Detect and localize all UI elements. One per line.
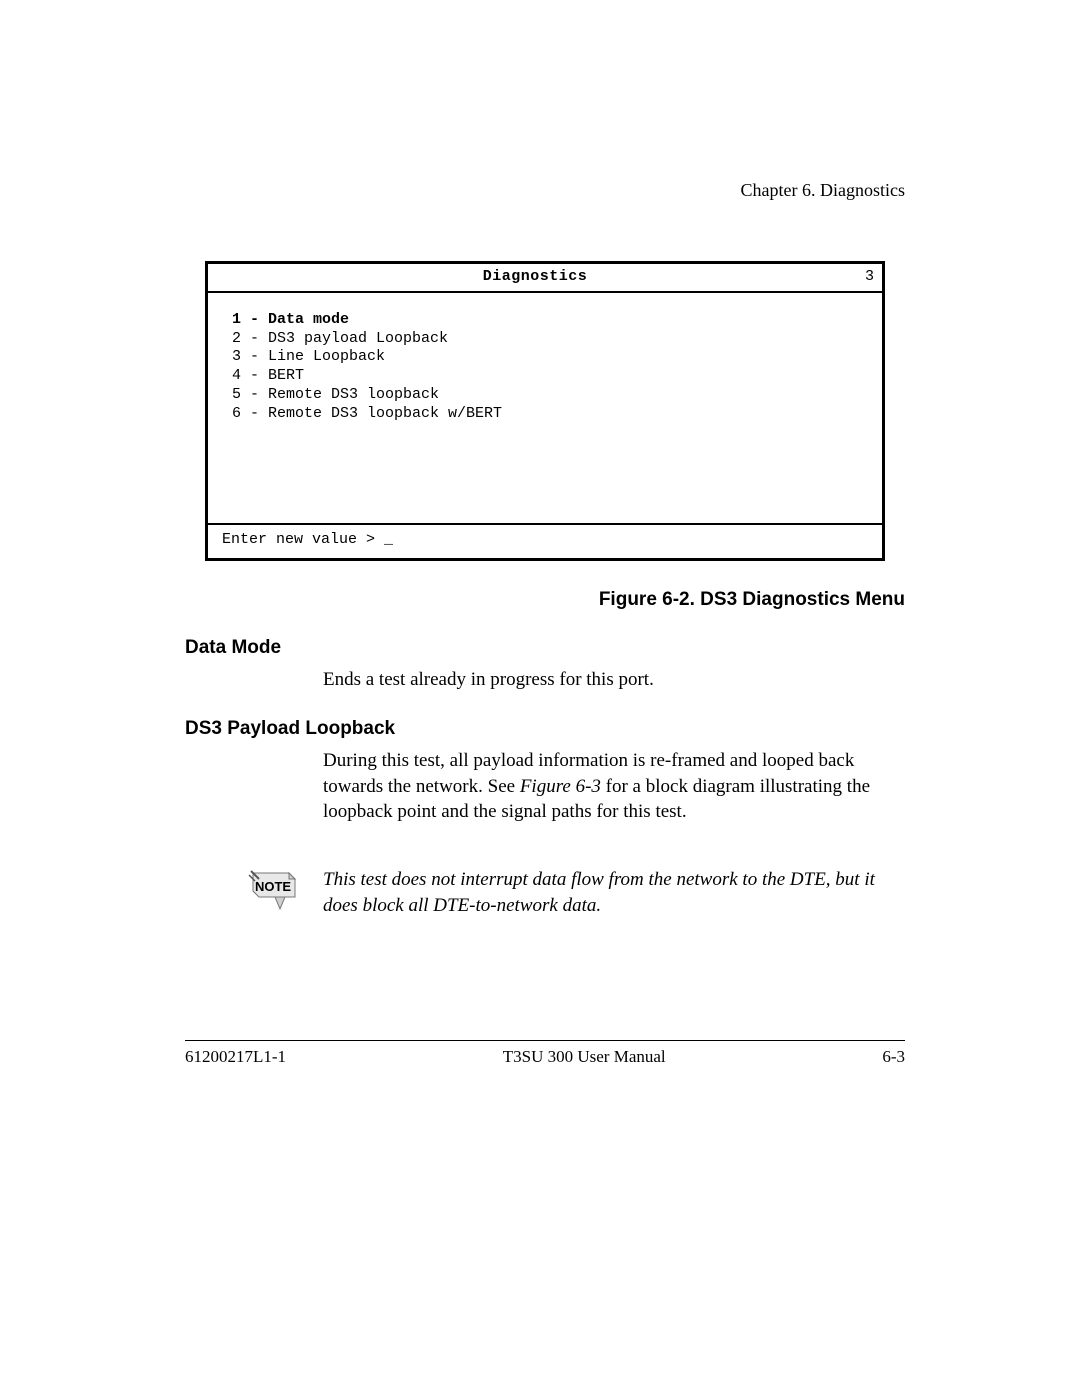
- terminal-title: Diagnostics: [216, 268, 854, 287]
- terminal-prompt: Enter new value > _: [208, 523, 882, 558]
- heading-data-mode: Data Mode: [185, 637, 905, 659]
- terminal-header: Diagnostics 3: [208, 264, 882, 293]
- note-block: NOTE This test does not interrupt data f…: [245, 867, 905, 922]
- footer-center: T3SU 300 User Manual: [503, 1047, 666, 1067]
- menu-item: 6 - Remote DS3 loopback w/BERT: [232, 405, 858, 424]
- menu-item: 1 - Data mode: [232, 311, 858, 330]
- body-data-mode: Ends a test already in progress for this…: [323, 667, 905, 693]
- figure-caption: Figure 6-2. DS3 Diagnostics Menu: [185, 589, 905, 611]
- terminal-page-number: 3: [854, 268, 874, 287]
- page-content: Chapter 6. Diagnostics Diagnostics 3 1 -…: [185, 180, 905, 922]
- terminal-menu: 1 - Data mode2 - DS3 payload Loopback3 -…: [208, 293, 882, 523]
- menu-item: 5 - Remote DS3 loopback: [232, 386, 858, 405]
- note-icon: NOTE: [245, 867, 303, 922]
- note-label: NOTE: [255, 879, 291, 894]
- terminal-screenshot: Diagnostics 3 1 - Data mode2 - DS3 paylo…: [205, 261, 885, 561]
- heading-ds3-payload: DS3 Payload Loopback: [185, 718, 905, 740]
- footer-right: 6-3: [882, 1047, 905, 1067]
- menu-item: 3 - Line Loopback: [232, 348, 858, 367]
- menu-item: 2 - DS3 payload Loopback: [232, 330, 858, 349]
- page-footer: 61200217L1-1 T3SU 300 User Manual 6-3: [185, 1040, 905, 1067]
- menu-item: 4 - BERT: [232, 367, 858, 386]
- footer-rule: [185, 1040, 905, 1041]
- figure-reference: Figure 6-3: [520, 776, 601, 797]
- footer-left: 61200217L1-1: [185, 1047, 286, 1067]
- note-text: This test does not interrupt data flow f…: [323, 867, 883, 918]
- chapter-header: Chapter 6. Diagnostics: [185, 180, 905, 201]
- body-ds3-payload: During this test, all payload informatio…: [323, 748, 905, 825]
